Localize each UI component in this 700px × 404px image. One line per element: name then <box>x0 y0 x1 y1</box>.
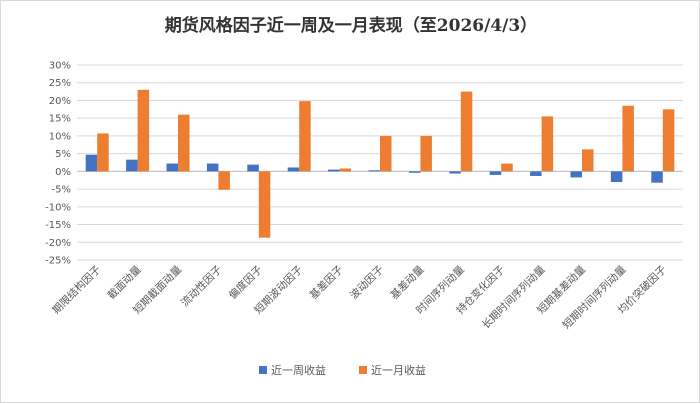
y-tick-label: -15% <box>45 220 71 231</box>
category-label: 基差因子 <box>307 263 346 302</box>
bar-month-12 <box>582 149 594 172</box>
y-tick-label: -20% <box>45 238 71 249</box>
bars <box>85 89 675 238</box>
bar-week-10 <box>489 171 502 175</box>
bar-month-14 <box>662 109 675 172</box>
legend-label: 近一月收益 <box>371 363 426 377</box>
bar-week-13 <box>610 171 623 182</box>
bar-week-9 <box>449 171 461 174</box>
y-tick-label: -5% <box>52 185 71 196</box>
bar-week-11 <box>530 171 542 176</box>
bar-month-9 <box>460 91 473 172</box>
bar-week-5 <box>287 167 300 172</box>
bar-week-7 <box>368 170 380 172</box>
legend: 近一周收益 近一月收益 <box>259 363 426 377</box>
bar-week-14 <box>651 171 663 183</box>
bar-month-2 <box>178 114 190 172</box>
y-tick-label: 0% <box>55 167 71 178</box>
category-label: 偏度因子 <box>226 263 265 302</box>
category-label: 基差动量 <box>388 263 427 302</box>
bar-month-7 <box>380 135 392 172</box>
category-label: 期限结构因子 <box>50 263 104 317</box>
bar-week-1 <box>126 159 138 172</box>
category-labels: 期限结构因子 截面动量短期截面动量流动性因子 偏度因子短期波动因子 基差因子 波动因子基… <box>50 263 669 332</box>
bar-month-10 <box>501 163 513 172</box>
bar-month-11 <box>541 116 554 172</box>
category-label: 流动性因子 <box>178 263 224 309</box>
bar-month-6 <box>339 168 352 172</box>
bar-week-3 <box>206 163 219 172</box>
bar-week-0 <box>85 154 98 172</box>
y-tick-label: 5% <box>55 149 71 160</box>
bar-month-4 <box>258 171 271 238</box>
bar-month-5 <box>299 101 311 172</box>
bar-month-1 <box>137 89 150 172</box>
bar-month-3 <box>218 171 230 190</box>
y-tick-label: -25% <box>45 256 71 267</box>
bar-week-2 <box>166 163 178 172</box>
legend-swatch <box>259 366 267 374</box>
bar-month-0 <box>97 133 109 172</box>
bar-month-8 <box>420 135 432 172</box>
bar-week-6 <box>328 169 340 172</box>
y-tick-labels: 30% 25% 20% 15% 10% 5% 0% -5% -10% -15% -20% -25% <box>45 61 71 267</box>
bar-week-8 <box>408 171 421 173</box>
category-label: 波动因子 <box>347 263 386 302</box>
y-tick-label: 20% <box>49 96 71 107</box>
chart-title: 期货风格因子近一周及一月表现（至2026/4/3） <box>165 15 537 36</box>
bar-month-13 <box>622 105 634 172</box>
bar-week-4 <box>247 164 259 172</box>
y-tick-label: 30% <box>49 61 71 72</box>
legend-swatch <box>359 366 367 374</box>
y-tick-label: -10% <box>45 202 71 213</box>
y-tick-label: 10% <box>49 131 71 142</box>
bar-week-12 <box>570 171 582 178</box>
y-tick-label: 25% <box>49 78 71 89</box>
category-label: 截面动量 <box>105 263 144 302</box>
legend-label: 近一周收益 <box>271 363 326 377</box>
y-tick-label: 15% <box>49 114 71 125</box>
